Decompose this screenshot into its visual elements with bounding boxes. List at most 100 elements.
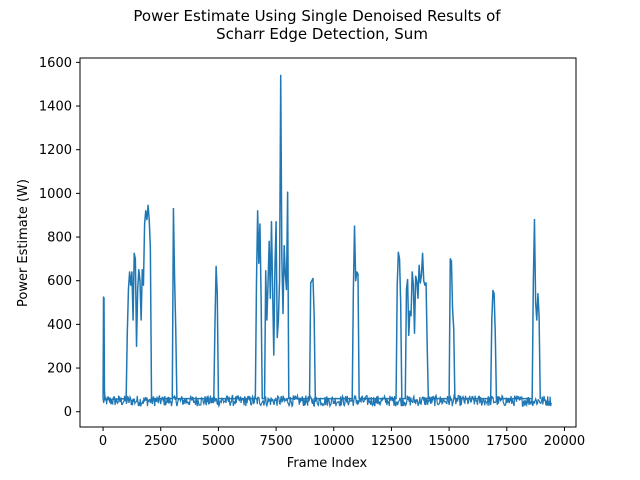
data-point-123 (536, 319, 538, 321)
data-point-124 (537, 293, 539, 295)
data-point-90 (409, 310, 411, 312)
data-point-87 (405, 288, 408, 291)
x-tick-label-0: 0 (99, 434, 107, 449)
data-point-70 (312, 277, 314, 280)
data-point-84 (400, 301, 402, 304)
data-point-112 (454, 398, 456, 400)
data-point-122 (535, 301, 537, 304)
data-point-14 (135, 345, 138, 347)
data-point-103 (424, 284, 426, 286)
data-point-19 (141, 269, 143, 271)
data-point-101 (421, 252, 424, 255)
data-point-39 (255, 282, 258, 284)
data-point-44 (261, 398, 263, 400)
data-point-111 (453, 328, 455, 330)
axes: 0 2500 5000 7500 10000 12500 15000 17500 20000 0 2… (39, 56, 585, 449)
data-point-116 (493, 293, 495, 295)
data-point-110 (451, 308, 454, 310)
data-point-10 (131, 271, 133, 273)
data-point-24 (147, 204, 149, 206)
x-tick-label-7: 17500 (486, 434, 527, 449)
data-point-64 (285, 288, 288, 291)
data-point-82 (397, 251, 399, 253)
data-point-12 (133, 252, 135, 255)
data-point-63 (284, 273, 286, 275)
data-point-62 (283, 245, 285, 247)
data-point-120 (532, 282, 534, 284)
data-point-41 (258, 262, 260, 264)
data-point-43 (260, 297, 262, 299)
x-axis-label: Frame Index (287, 456, 368, 471)
data-point-57 (277, 319, 279, 321)
data-point-119 (531, 398, 533, 400)
data-point-77 (356, 271, 358, 273)
data-point-48 (267, 283, 269, 285)
data-point-80 (395, 398, 397, 400)
data-point-107 (448, 398, 450, 400)
y-tick-label-7: 1400 (39, 100, 72, 115)
plot-area (102, 74, 552, 409)
data-point-42 (259, 223, 261, 225)
data-point-25 (148, 218, 150, 221)
y-tick-label-8: 1600 (39, 56, 72, 71)
data-point-108 (449, 258, 451, 260)
data-point-59 (280, 74, 282, 77)
data-point-72 (314, 398, 316, 400)
data-point-55 (275, 221, 277, 223)
data-point-1 (102, 296, 105, 298)
data-point-31 (175, 328, 177, 330)
data-point-32 (176, 398, 178, 400)
data-point-89 (408, 334, 410, 336)
x-tick-label-8: 20000 (544, 434, 585, 449)
data-point-95 (415, 275, 417, 277)
data-point-46 (265, 270, 267, 272)
data-point-23 (146, 218, 148, 221)
data-point-115 (492, 289, 494, 292)
data-point-76 (355, 280, 357, 282)
data-point-0 (102, 398, 104, 400)
x-tick-label-6: 15000 (428, 434, 469, 449)
data-point-15 (137, 288, 139, 291)
axes-frame (79, 57, 577, 428)
data-point-71 (313, 315, 315, 317)
data-point-56 (276, 336, 278, 339)
data-point-85 (401, 398, 403, 400)
data-point-16 (138, 269, 140, 271)
data-point-5 (125, 398, 127, 400)
data-point-99 (419, 282, 421, 284)
y-tick-label-1: 200 (47, 362, 72, 377)
x-tick-label-5: 12500 (371, 434, 412, 449)
y-tick-label-6: 1200 (39, 143, 72, 158)
data-point-7 (127, 288, 130, 291)
data-point-20 (142, 284, 145, 286)
data-point-53 (273, 354, 275, 356)
x-tick-label-3: 7500 (260, 434, 293, 449)
data-point-83 (398, 258, 401, 260)
data-point-65 (287, 191, 289, 193)
data-point-109 (450, 260, 453, 262)
data-point-106 (427, 398, 429, 400)
y-tick-label-5: 1000 (39, 187, 72, 202)
data-point-2 (103, 297, 105, 299)
data-point-113 (490, 398, 492, 400)
data-point-38 (254, 398, 256, 400)
data-point-78 (357, 273, 359, 275)
data-point-6 (126, 332, 128, 334)
data-point-97 (417, 297, 419, 299)
data-point-47 (266, 319, 268, 321)
data-point-61 (282, 312, 284, 315)
data-point-37 (217, 398, 220, 400)
chart-title-line-2: Scharr Edge Detection, Sum (216, 25, 428, 43)
chart-title-line-1: Power Estimate Using Single Denoised Res… (133, 7, 501, 25)
data-point-118 (495, 398, 498, 400)
data-point-73 (351, 398, 353, 400)
data-point-91 (410, 315, 412, 317)
y-tick-label-0: 0 (64, 405, 72, 420)
data-point-74 (352, 288, 354, 291)
data-point-9 (130, 284, 132, 286)
data-point-126 (539, 398, 541, 400)
data-point-104 (425, 282, 427, 284)
data-point-69 (311, 280, 313, 282)
data-point-114 (491, 319, 493, 321)
